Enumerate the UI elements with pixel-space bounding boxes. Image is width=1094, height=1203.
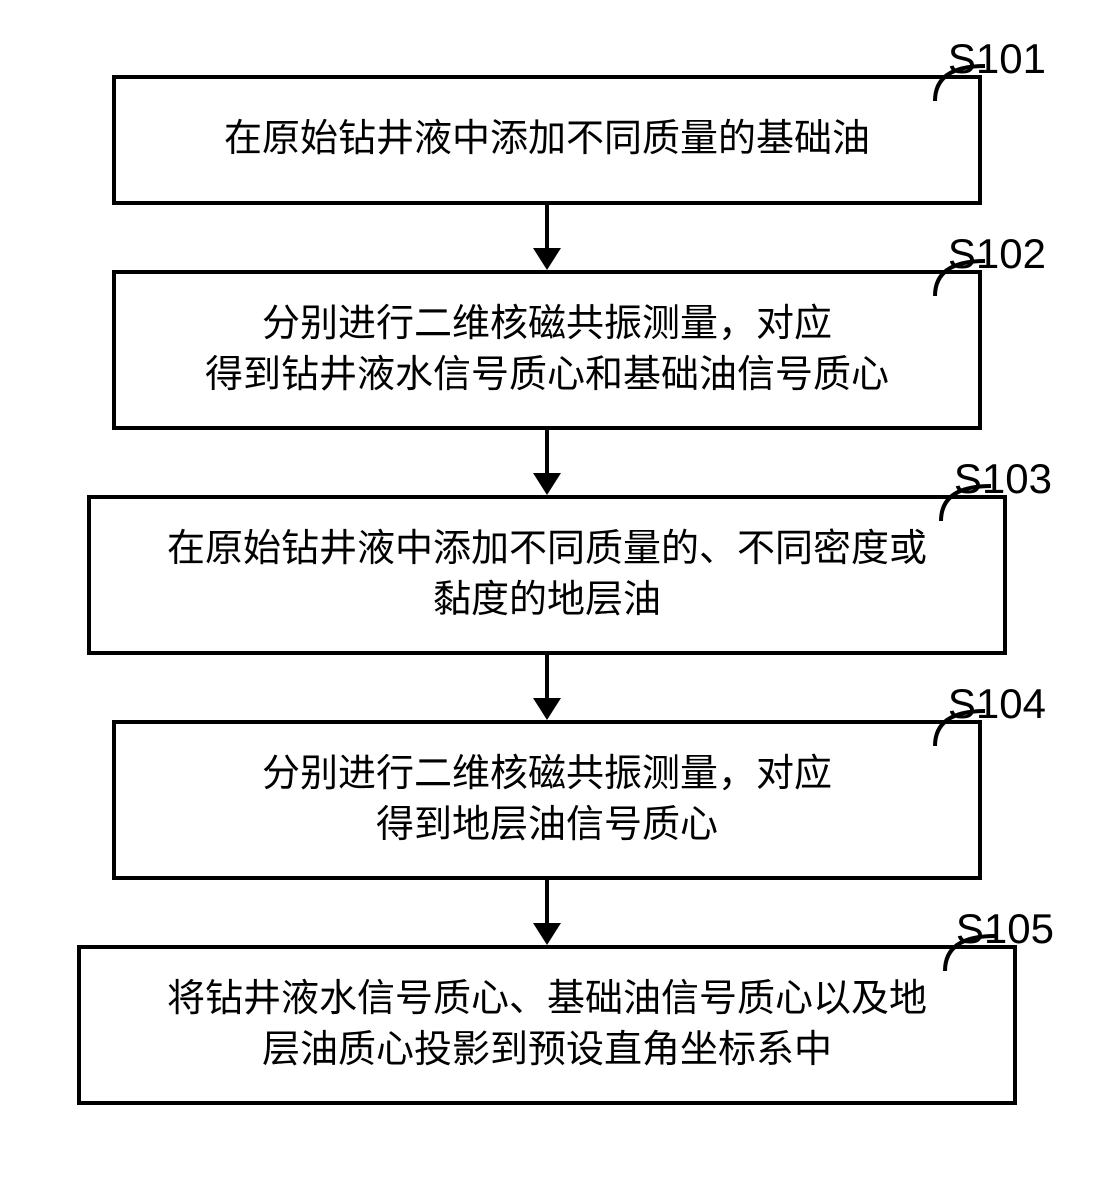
step-s101-wrap: 在原始钻井液中添加不同质量的基础油 S101 [70, 75, 1024, 205]
flowchart-container: 在原始钻井液中添加不同质量的基础油 S101 分别进行二维核磁共振测量，对应 得… [70, 30, 1024, 1105]
step-s101-text: 在原始钻井液中添加不同质量的基础油 [224, 114, 870, 165]
arrow-shaft [545, 655, 549, 699]
step-s105-box: 将钻井液水信号质心、基础油信号质心以及地 层油质心投影到预设直角坐标系中 [77, 945, 1017, 1105]
step-label-s102: S102 [948, 230, 1046, 278]
step-s104-box: 分别进行二维核磁共振测量，对应 得到地层油信号质心 [112, 720, 982, 880]
step-s105-wrap: 将钻井液水信号质心、基础油信号质心以及地 层油质心投影到预设直角坐标系中 S10… [70, 945, 1024, 1105]
step-label-s104: S104 [948, 680, 1046, 728]
step-s102-text: 分别进行二维核磁共振测量，对应 得到钻井液水信号质心和基础油信号质心 [205, 299, 889, 402]
arrow-head-icon [533, 248, 561, 270]
step-s104-wrap: 分别进行二维核磁共振测量，对应 得到地层油信号质心 S104 [70, 720, 1024, 880]
step-s102-box: 分别进行二维核磁共振测量，对应 得到钻井液水信号质心和基础油信号质心 [112, 270, 982, 430]
step-label-s103: S103 [954, 455, 1052, 503]
edge-s104-s105 [533, 880, 561, 945]
step-s105-text: 将钻井液水信号质心、基础油信号质心以及地 层油质心投影到预设直角坐标系中 [167, 974, 927, 1077]
arrow-head-icon [533, 473, 561, 495]
edge-s102-s103 [533, 430, 561, 495]
arrow-shaft [545, 205, 549, 249]
step-s103-text: 在原始钻井液中添加不同质量的、不同密度或 黏度的地层油 [167, 524, 927, 627]
edge-s103-s104 [533, 655, 561, 720]
step-label-s101: S101 [948, 35, 1046, 83]
arrow-head-icon [533, 698, 561, 720]
step-label-s105: S105 [956, 905, 1054, 953]
step-s103-wrap: 在原始钻井液中添加不同质量的、不同密度或 黏度的地层油 S103 [70, 495, 1024, 655]
step-s104-text: 分别进行二维核磁共振测量，对应 得到地层油信号质心 [262, 749, 832, 852]
step-s103-box: 在原始钻井液中添加不同质量的、不同密度或 黏度的地层油 [87, 495, 1007, 655]
arrow-shaft [545, 430, 549, 474]
step-s102-wrap: 分别进行二维核磁共振测量，对应 得到钻井液水信号质心和基础油信号质心 S102 [70, 270, 1024, 430]
step-s101-box: 在原始钻井液中添加不同质量的基础油 [112, 75, 982, 205]
arrow-shaft [545, 880, 549, 924]
edge-s101-s102 [533, 205, 561, 270]
arrow-head-icon [533, 923, 561, 945]
